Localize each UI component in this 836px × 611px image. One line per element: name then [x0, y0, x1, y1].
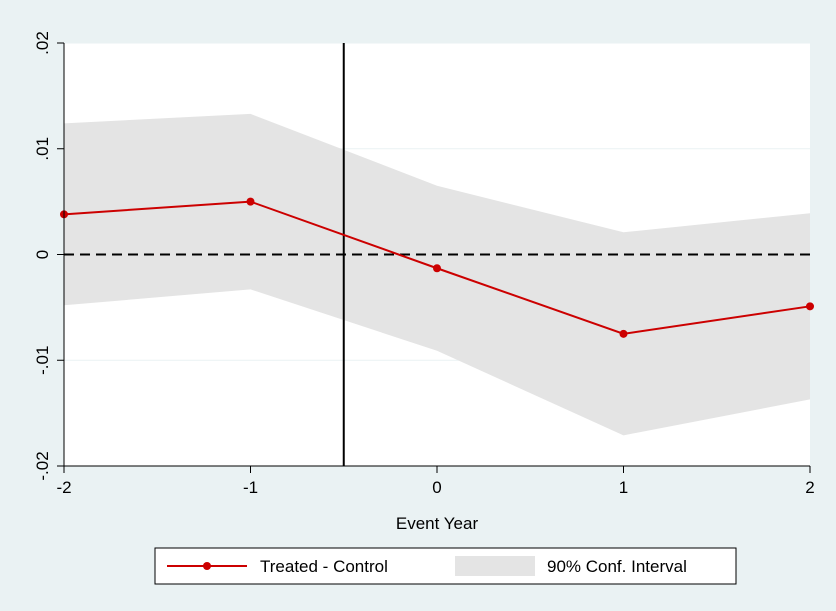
- x-axis-title: Event Year: [396, 514, 479, 533]
- data-point-1: [246, 197, 255, 206]
- data-point-2: [433, 264, 441, 273]
- data-point-4: [806, 302, 814, 311]
- axes: -.02 -.01 0 .01 .02 -2 -1 0 1 2: [33, 31, 815, 497]
- x-tick-label-4: 2: [805, 478, 814, 497]
- y-tick-label-0: -.02: [33, 451, 52, 480]
- confidence-interval-band: [64, 113, 810, 436]
- legend: Treated - Control 90% Conf. Interval: [154, 547, 737, 585]
- x-tick-label-1: -1: [243, 478, 258, 497]
- data-point-3: [619, 329, 628, 338]
- legend-label-conf-interval: 90% Conf. Interval: [547, 557, 687, 576]
- legend-label-treated-control: Treated - Control: [260, 557, 388, 576]
- y-tick-label-4: .02: [33, 31, 52, 55]
- treated-control-points: [60, 197, 814, 338]
- legend-box: [154, 547, 737, 585]
- y-tick-label-1: -.01: [33, 346, 52, 375]
- x-tick-label-3: 1: [619, 478, 628, 497]
- x-tick-label-0: -2: [56, 478, 71, 497]
- y-tick-label-3: .01: [33, 137, 52, 161]
- legend-area-swatch: [455, 556, 535, 576]
- x-tick-label-2: 0: [432, 478, 441, 497]
- y-tick-label-2: 0: [33, 250, 52, 259]
- legend-marker-swatch: [203, 562, 211, 570]
